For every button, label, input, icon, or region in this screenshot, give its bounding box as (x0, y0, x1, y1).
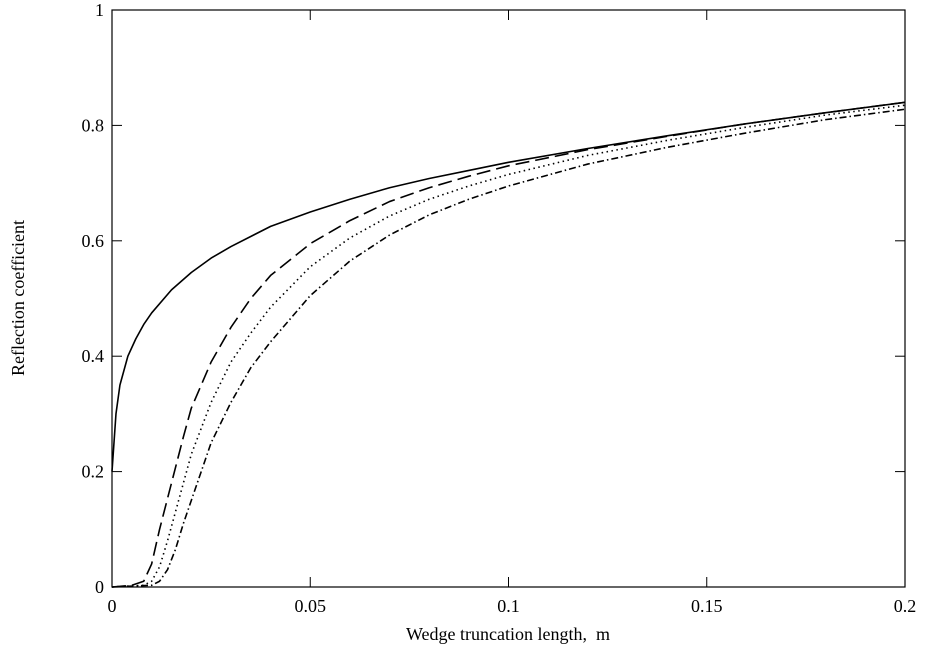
x-tick-label: 0.15 (691, 596, 723, 616)
y-tick-label: 1 (95, 0, 104, 20)
y-tick-label: 0.4 (82, 346, 105, 366)
x-tick-label: 0.1 (497, 596, 520, 616)
y-tick-labels: 0 0.2 0.4 0.6 0.8 1 (82, 0, 105, 597)
series-line-dotted (111, 104, 906, 588)
series-line-solid (111, 101, 906, 472)
x-tick-label: 0 (108, 596, 117, 616)
series-line-dashdot (111, 108, 906, 588)
x-tick-label: 0.2 (894, 596, 917, 616)
y-tick-label: 0 (95, 577, 104, 597)
plot-frame (111, 9, 906, 588)
x-axis-label: Wedge truncation length, m (406, 624, 610, 644)
axis-ticks (111, 9, 906, 588)
y-tick-label: 0.2 (82, 462, 105, 482)
y-tick-label: 0.8 (82, 115, 105, 135)
y-axis-label: Reflection coefficient (8, 220, 28, 376)
x-tick-label: 0.05 (295, 596, 327, 616)
y-tick-label: 0.6 (82, 231, 105, 251)
series-layer (111, 101, 906, 588)
series-line-dashed (111, 101, 906, 588)
x-tick-labels: 0 0.05 0.1 0.15 0.2 (108, 596, 917, 616)
